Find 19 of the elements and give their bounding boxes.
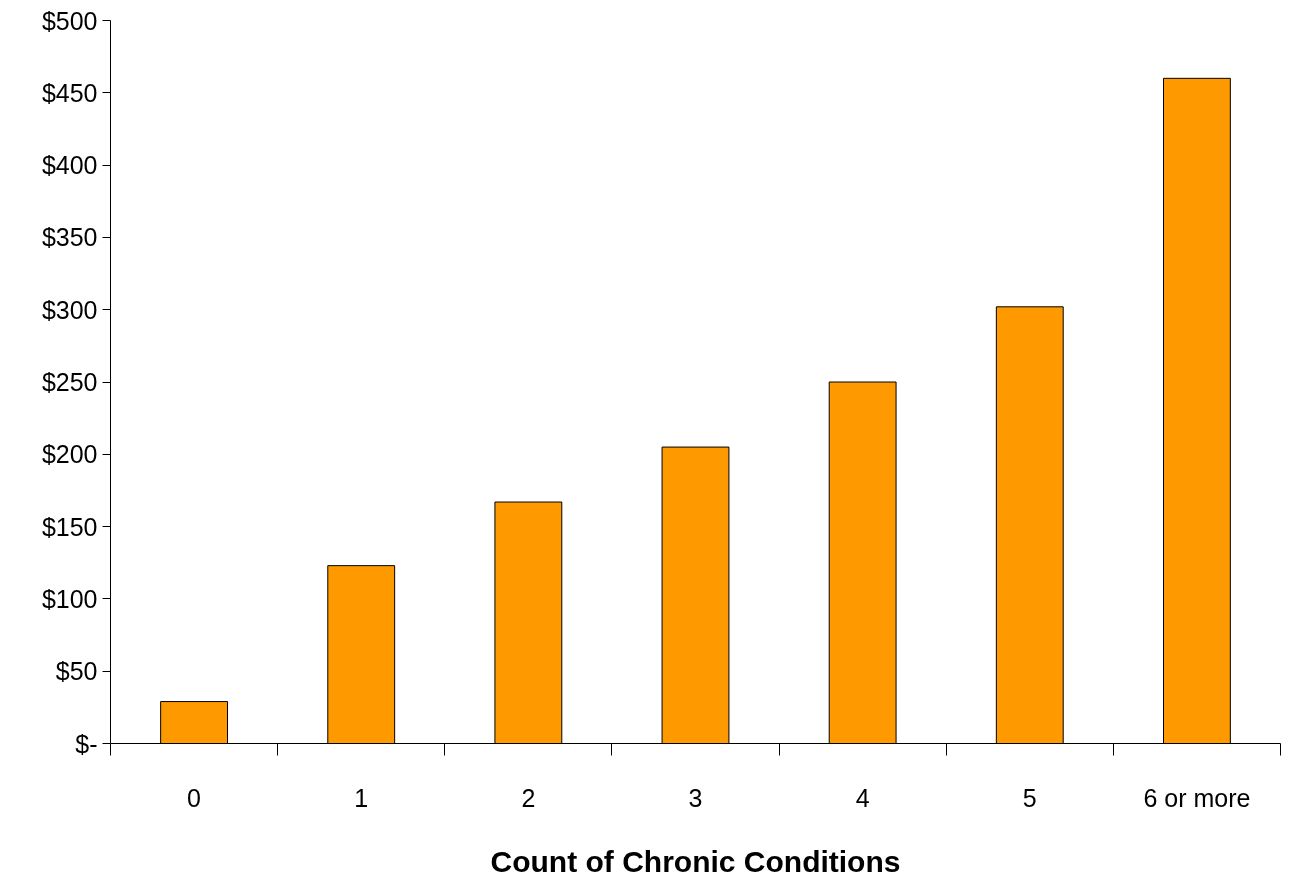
y-tick-label: $200 [41,440,98,469]
y-tick-label: $350 [41,223,98,252]
x-tick-label: 2 [521,783,536,812]
x-tick-label: 1 [354,783,369,812]
y-tick-label: $100 [41,584,98,613]
y-tick-label: $150 [41,512,98,541]
y-tick-label: $- [75,729,98,758]
y-tick-label: $400 [41,151,98,180]
y-tick-label: $300 [41,295,98,324]
y-tick-label: $50 [55,657,98,686]
x-tick-label: 3 [688,783,703,812]
x-tick-label: 0 [187,783,202,812]
y-tick-label: $250 [41,368,98,396]
x-tick-label: 6 or more [1143,783,1251,812]
x-axis-title: Count of Chronic Conditions [490,844,901,878]
x-tick-label: 5 [1022,783,1037,812]
x-tick-label: 4 [855,783,870,812]
y-tick-label: $500 [41,6,98,35]
y-tick-label: $450 [41,78,98,107]
